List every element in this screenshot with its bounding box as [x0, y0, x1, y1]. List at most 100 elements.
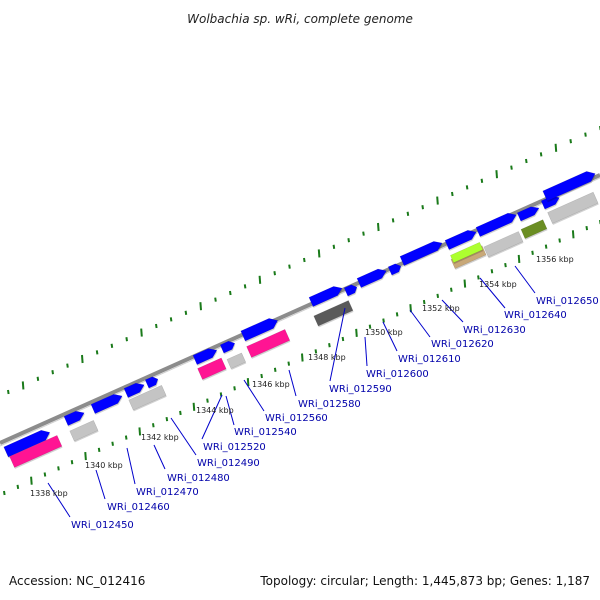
inner-tick — [287, 361, 291, 366]
inner-tick — [368, 324, 372, 329]
lime-feature — [450, 241, 484, 263]
leader-line — [329, 307, 346, 382]
leader-line — [441, 299, 464, 323]
locus-label: WRi_012650 — [536, 296, 599, 307]
outer-tick — [584, 132, 587, 137]
outer-tick — [377, 222, 380, 232]
outer-tick — [303, 257, 306, 263]
inner-tick — [531, 250, 534, 255]
inner-tick — [517, 254, 521, 264]
outer-tick — [81, 354, 84, 364]
locus-label: WRi_012620 — [431, 339, 494, 350]
outer-tick — [421, 205, 424, 210]
inner-tick — [341, 336, 345, 342]
locus-label: WRi_012470 — [136, 487, 199, 498]
kbp-label: 1348 kbp — [308, 353, 346, 362]
cds-arrow — [144, 376, 159, 389]
outer-tick — [7, 389, 10, 395]
locus-label: WRi_012630 — [463, 325, 526, 336]
locus-label: WRi_012460 — [107, 502, 170, 513]
outer-tick — [480, 178, 484, 183]
outer-tick — [436, 196, 439, 205]
outer-tick — [539, 152, 543, 157]
kbp-label: 1354 kbp — [479, 280, 517, 289]
accession-text: Accession: NC_012416 — [9, 574, 146, 588]
inner-tick — [179, 410, 182, 416]
outer-tick — [66, 363, 69, 368]
cds-arrow — [123, 382, 145, 398]
inner-tick — [301, 353, 304, 362]
grey-feature — [69, 420, 99, 442]
outer-tick — [243, 284, 247, 289]
inner-tick — [436, 293, 440, 299]
inner-tick — [206, 398, 209, 403]
kbp-label: 1350 kbp — [365, 328, 403, 337]
outer-tick — [229, 290, 232, 296]
locus-label: WRi_012490 — [197, 458, 260, 469]
inner-tick — [504, 262, 507, 268]
inner-tick — [273, 367, 277, 372]
leader-line — [288, 369, 297, 397]
cds-arrow — [542, 171, 596, 202]
inner-tick — [558, 238, 561, 243]
outer-tick — [554, 143, 558, 152]
inner-tick — [192, 402, 196, 411]
grey-feature — [547, 191, 599, 224]
leader-line — [382, 321, 398, 352]
inner-tick — [585, 226, 589, 231]
inner-tick — [165, 416, 169, 422]
outer-tick — [36, 376, 40, 381]
cds-arrow — [343, 284, 358, 297]
outer-tick — [288, 264, 291, 269]
leader-line — [153, 444, 166, 470]
outer-tick-ring — [7, 126, 600, 395]
locus-label: WRi_012540 — [234, 427, 297, 438]
cds-arrow — [63, 410, 85, 426]
locus-label: WRi_012480 — [167, 473, 230, 484]
cds-arrow — [308, 286, 343, 307]
grey-feature — [128, 384, 167, 411]
outer-tick — [525, 158, 528, 164]
inner-tick — [382, 318, 385, 323]
inner-tick — [124, 435, 128, 440]
locus-label: WRi_012640 — [504, 310, 567, 321]
locus-label: WRi_012520 — [203, 442, 266, 453]
outer-tick — [569, 139, 572, 144]
kbp-label: 1340 kbp — [85, 461, 123, 470]
outer-tick — [451, 191, 454, 197]
inner-tick — [97, 447, 101, 453]
inner-tick — [16, 484, 20, 489]
pink-feature — [197, 357, 227, 380]
outer-tick — [184, 310, 188, 315]
inner-tick — [70, 460, 74, 465]
inner-tick — [395, 312, 399, 317]
outer-tick — [110, 343, 114, 348]
locus-label: WRi_012580 — [298, 399, 361, 410]
outer-tick — [95, 350, 99, 355]
leader-line — [409, 309, 431, 338]
inner-tick — [233, 386, 236, 391]
outer-tick — [510, 165, 513, 170]
leader-line — [126, 447, 136, 485]
grey-feature — [483, 231, 524, 258]
cds-arrow — [387, 263, 402, 276]
outer-tick — [465, 185, 469, 190]
inner-tick — [477, 275, 480, 280]
inner-tick — [246, 378, 250, 387]
locus-label: WRi_012590 — [329, 384, 392, 395]
cds-arrow — [90, 393, 123, 414]
inner-tick — [111, 441, 114, 446]
outer-tick — [273, 271, 276, 276]
outer-tick — [317, 249, 321, 258]
leader-line — [514, 265, 536, 294]
inner-tick — [260, 373, 263, 379]
outer-tick — [391, 218, 395, 223]
leader-line — [225, 395, 235, 426]
inner-tick — [544, 244, 548, 249]
cds-arrow — [219, 340, 236, 354]
inner-tick — [450, 287, 453, 292]
cds-arrow — [444, 229, 477, 250]
cds-arrow — [516, 206, 540, 222]
outer-tick — [495, 170, 498, 179]
leader-line — [95, 469, 106, 500]
